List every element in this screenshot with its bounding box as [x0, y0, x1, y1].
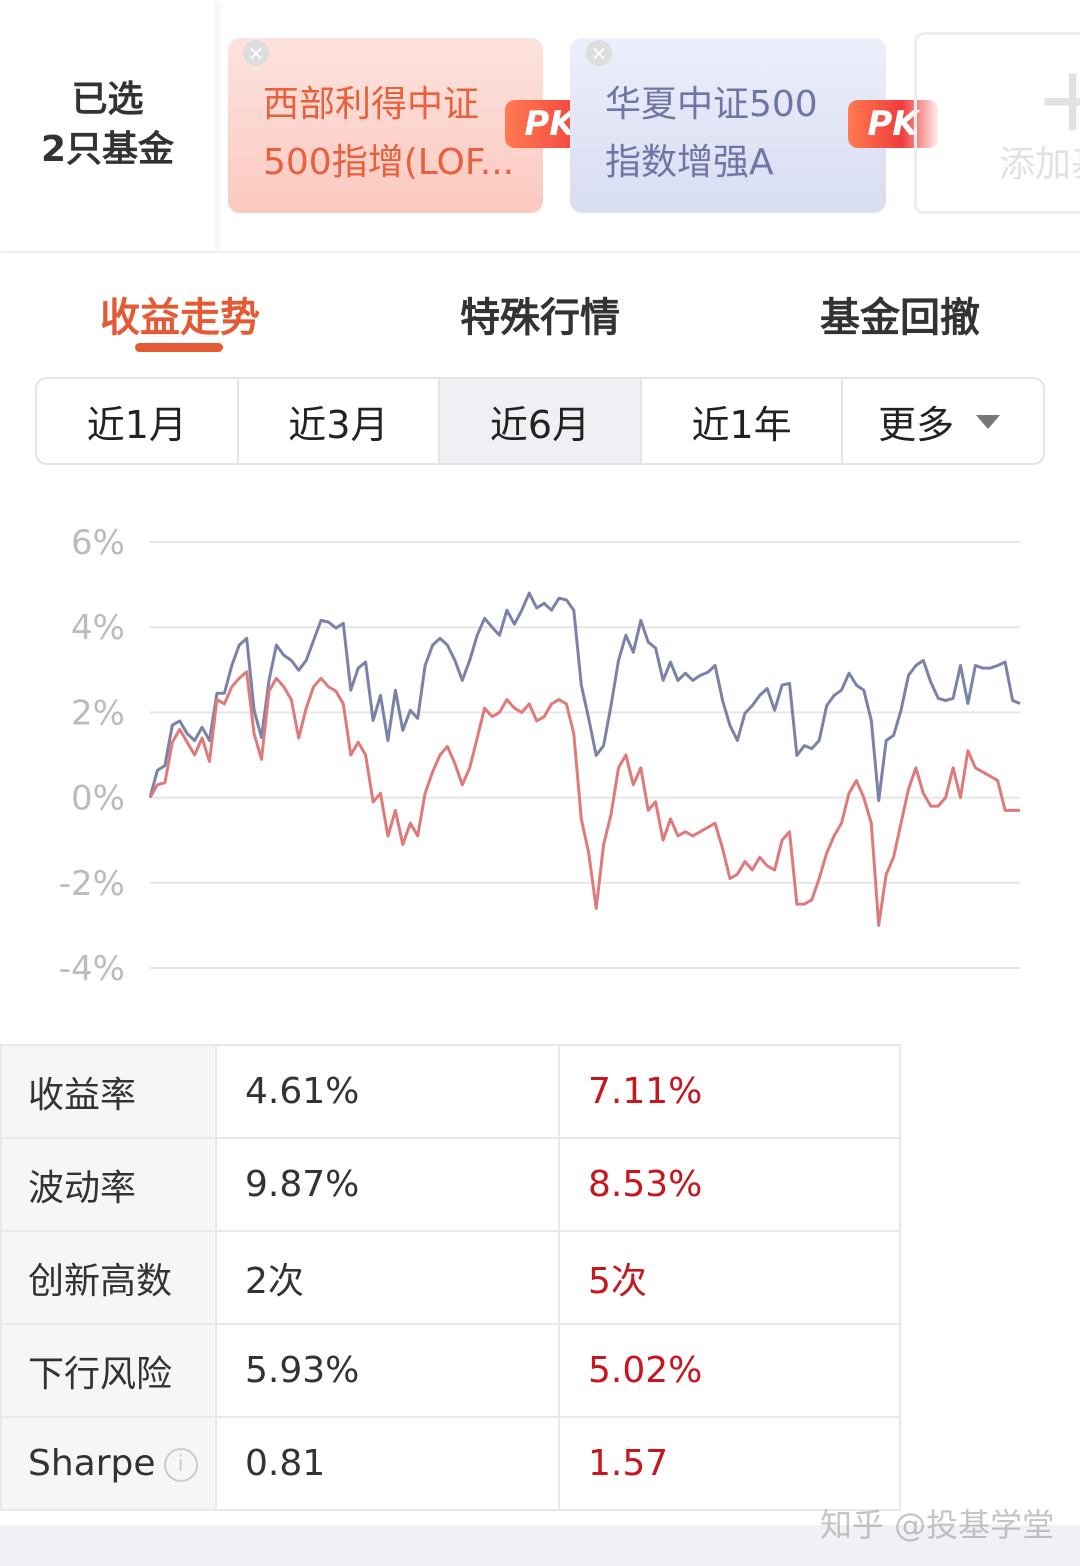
- selected-panel: 已选 2只基金: [0, 0, 215, 250]
- period[interactable]: 近3月: [239, 379, 441, 463]
- add-icon: +: [1035, 55, 1080, 145]
- y-tick-label: 0%: [71, 779, 125, 819]
- period[interactable]: 近1月: [37, 379, 239, 463]
- chart: 6% 4% 2% 0% -2% -4%: [59, 523, 1021, 989]
- row-label: 收益率: [28, 1074, 137, 1116]
- period-label: 近3月: [288, 402, 389, 447]
- table-cell: 7.11%: [558, 1044, 901, 1139]
- period[interactable]: 近1年: [642, 379, 844, 463]
- info-icon[interactable]: i: [163, 1448, 198, 1482]
- table-row: 收益率 4.61% 7.11%: [0, 1044, 901, 1139]
- table-cell: 收益率: [0, 1044, 217, 1139]
- period-label: 近1年: [691, 402, 792, 447]
- line-series: [148, 670, 1020, 927]
- table-row: 波动率 9.87% 8.53%: [0, 1137, 901, 1232]
- footer-strip: [0, 1525, 1080, 1566]
- add-card[interactable]: + 添加基金: [914, 32, 1080, 214]
- table-cell: 1.57: [558, 1416, 901, 1511]
- metric-value: 4.61%: [245, 1071, 360, 1112]
- period-label: 近6月: [489, 402, 591, 447]
- watermark: 知乎 @投基学堂: [820, 1506, 1055, 1544]
- table-cell: 5.93%: [215, 1323, 560, 1418]
- fund-name: 西部利得中证: [263, 84, 480, 125]
- table-cell: 5.02%: [558, 1323, 901, 1418]
- row-label: 波动率: [28, 1167, 137, 1209]
- remove-icon[interactable]: ×: [586, 40, 612, 66]
- metric-value: 1.57: [588, 1443, 669, 1484]
- fund-card[interactable]: 西部利得中证 500指增(LOF...: [228, 38, 543, 213]
- y-tick-label: -4%: [59, 949, 125, 989]
- tab[interactable]: 基金回撤: [820, 295, 980, 341]
- pk-badge: PK: [848, 100, 938, 148]
- y-tick-label: 6%: [71, 523, 125, 563]
- divider: [0, 251, 1080, 253]
- table-cell: 创新高数: [0, 1230, 217, 1325]
- metric-value: 5.02%: [588, 1350, 703, 1391]
- metric-value: 0.81: [245, 1443, 326, 1484]
- metric-value: 7.11%: [588, 1071, 703, 1112]
- y-tick-label: -2%: [59, 864, 125, 904]
- fund-name: 指数增强A: [605, 142, 774, 183]
- fund-name: 500指增(LOF...: [263, 142, 515, 183]
- y-tick-label: 2%: [71, 693, 125, 733]
- table-cell: 下行风险: [0, 1323, 217, 1418]
- remove-icon[interactable]: ×: [243, 40, 269, 66]
- table-row: 创新高数 2次 5次: [0, 1230, 901, 1325]
- table-cell: 9.87%: [215, 1137, 560, 1232]
- row-label: 下行风险: [28, 1353, 173, 1395]
- row-label: 创新高数: [28, 1260, 173, 1302]
- table-cell: 0.81: [215, 1416, 560, 1511]
- tab[interactable]: 收益走势: [100, 295, 260, 341]
- y-tick-label: 4%: [71, 608, 125, 648]
- table-cell: 4.61%: [215, 1044, 560, 1139]
- fund-name: 华夏中证500: [605, 84, 818, 125]
- table-row: 下行风险 5.93% 5.02%: [0, 1323, 901, 1418]
- table-cell: 8.53%: [558, 1137, 901, 1232]
- tab[interactable]: 特殊行情: [460, 295, 620, 341]
- row-label: Sharpe: [28, 1443, 156, 1484]
- selected-label: 已选: [71, 79, 144, 120]
- metric-value: 5.93%: [245, 1350, 360, 1391]
- tab-indicator: [135, 343, 223, 352]
- table-cell: 5次: [558, 1230, 901, 1325]
- metric-value: 2次: [245, 1260, 304, 1302]
- period-label: 近1月: [86, 402, 187, 447]
- fund-card[interactable]: 华夏中证500 指数增强A: [570, 38, 886, 213]
- metric-value: 8.53%: [588, 1164, 703, 1205]
- period[interactable]: 更多: [843, 379, 1043, 463]
- period-selector: 近1月 近3月 近6月 近1年 更多: [35, 377, 1045, 465]
- table-cell: 波动率: [0, 1137, 217, 1232]
- period[interactable]: 近6月: [440, 379, 642, 463]
- period-label: 更多: [878, 402, 955, 447]
- table-cell: Sharpe i: [0, 1416, 217, 1511]
- table-row: Sharpe i 0.81 1.57: [0, 1416, 901, 1511]
- selected-count: 2只基金: [40, 129, 175, 170]
- table-cell: 2次: [215, 1230, 560, 1325]
- metric-value: 5次: [588, 1260, 647, 1302]
- add-label: 添加基金: [999, 144, 1080, 185]
- metric-value: 9.87%: [245, 1164, 360, 1205]
- dropdown-arrow: [976, 415, 1001, 429]
- line-series: [148, 591, 1021, 803]
- stats-table: 收益率 4.61% 7.11% 波动率 9.87% 8.53% 创新高数 2次 5次下行风险 5.…: [0, 1044, 901, 1511]
